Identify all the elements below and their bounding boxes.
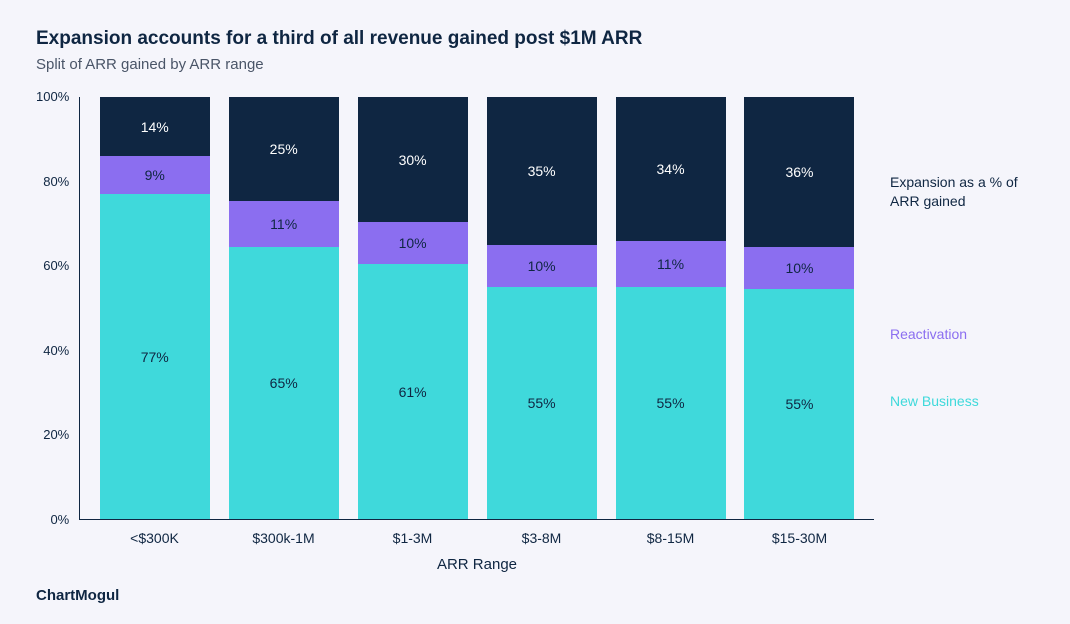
bar-segment-new_business: 65% <box>229 247 339 519</box>
legend-item: New Business <box>890 392 979 411</box>
bar-segment-reactivation: 10% <box>487 245 597 287</box>
chart-title: Expansion accounts for a third of all re… <box>36 28 1034 50</box>
bar-segment-new_business: 77% <box>100 194 210 519</box>
chart-area: 100%80%60%40%20%0% 14%9%77%25%11%65%30%1… <box>36 97 874 573</box>
plot-area: 14%9%77%25%11%65%30%10%61%35%10%55%34%11… <box>79 97 874 520</box>
bar-segment-reactivation: 11% <box>229 201 339 247</box>
bar: 25%11%65% <box>229 97 339 519</box>
bar: 36%10%55% <box>744 97 854 519</box>
bar: 14%9%77% <box>100 97 210 519</box>
brand-footer: ChartMogul <box>36 587 1034 604</box>
brand-label: ChartMogul <box>36 587 119 604</box>
bar-segment-new_business: 55% <box>616 287 726 519</box>
bar-segment-reactivation: 10% <box>744 247 854 289</box>
x-axis-labels: <$300K $300k-1M $1-3M $3-8M $8-15M $15-30M <box>80 520 874 546</box>
y-axis: 100%80%60%40%20%0% <box>36 97 79 520</box>
bar-segment-reactivation: 9% <box>100 156 210 194</box>
legend-item: Expansion as a % of ARR gained <box>890 173 1034 211</box>
bar-segment-expansion: 36% <box>744 97 854 247</box>
legend: Expansion as a % of ARR gained Reactivati… <box>874 97 1034 573</box>
bar-segment-expansion: 30% <box>358 97 468 222</box>
bar-segment-expansion: 25% <box>229 97 339 201</box>
bar-segment-reactivation: 11% <box>616 241 726 287</box>
legend-item: Reactivation <box>890 325 967 344</box>
bar-segment-new_business: 61% <box>358 264 468 519</box>
x-tick-label: $8-15M <box>616 530 726 546</box>
bar-segment-expansion: 35% <box>487 97 597 245</box>
chart-row: 100%80%60%40%20%0% 14%9%77%25%11%65%30%1… <box>36 97 1034 573</box>
bar: 30%10%61% <box>358 97 468 519</box>
bar: 35%10%55% <box>487 97 597 519</box>
chart-subtitle: Split of ARR gained by ARR range <box>36 56 1034 73</box>
x-tick-label: $15-30M <box>745 530 855 546</box>
x-tick-label: $1-3M <box>358 530 468 546</box>
bar-segment-expansion: 14% <box>100 97 210 156</box>
chart-container: Expansion accounts for a third of all re… <box>0 0 1070 624</box>
bar-segment-reactivation: 10% <box>358 222 468 264</box>
x-axis-title: ARR Range <box>80 556 874 573</box>
x-tick-label: $300k-1M <box>229 530 339 546</box>
bar-segment-expansion: 34% <box>616 97 726 240</box>
bar-segment-new_business: 55% <box>487 287 597 519</box>
plot-wrapper: 100%80%60%40%20%0% 14%9%77%25%11%65%30%1… <box>36 97 874 520</box>
x-tick-label: <$300K <box>100 530 210 546</box>
x-tick-label: $3-8M <box>487 530 597 546</box>
bar-segment-new_business: 55% <box>744 289 854 519</box>
bar: 34%11%55% <box>616 97 726 519</box>
